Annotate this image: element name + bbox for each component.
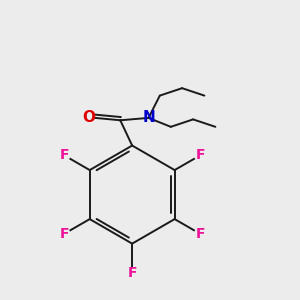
Text: F: F bbox=[59, 148, 69, 162]
Text: O: O bbox=[82, 110, 95, 125]
Text: F: F bbox=[128, 266, 137, 280]
Text: F: F bbox=[195, 227, 205, 241]
Text: N: N bbox=[142, 110, 155, 125]
Text: F: F bbox=[59, 227, 69, 241]
Text: F: F bbox=[195, 148, 205, 162]
